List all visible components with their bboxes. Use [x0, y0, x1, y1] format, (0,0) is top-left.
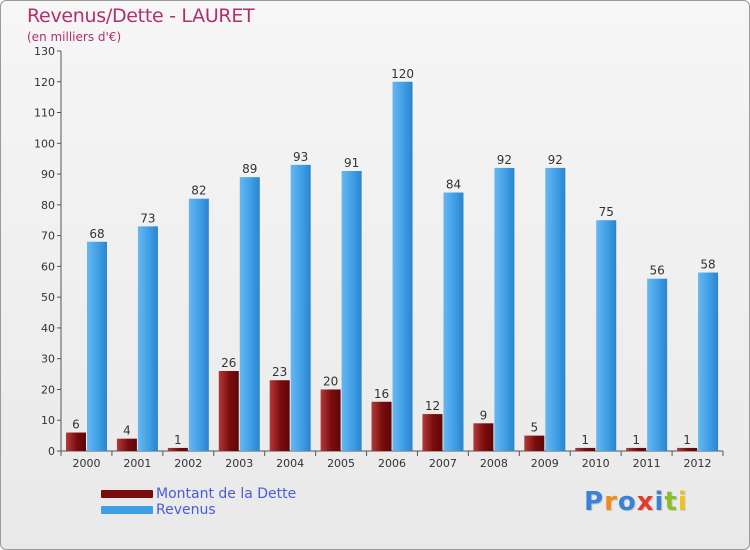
bar-revenus-value-label: 92	[548, 153, 563, 167]
bar-debt	[320, 389, 341, 451]
bar-revenus	[596, 220, 617, 451]
y-tick-label: 40	[41, 322, 55, 335]
bar-debt-value-label: 12	[425, 399, 440, 413]
bar-debt-value-label: 9	[480, 408, 488, 422]
bar-debt	[626, 447, 647, 451]
bar-debt	[269, 380, 290, 451]
bar-debt	[524, 435, 545, 451]
y-tick-label: 70	[41, 230, 55, 243]
bar-revenus-value-label: 120	[391, 67, 414, 81]
bar-revenus	[290, 164, 311, 451]
bar-debt-value-label: 20	[323, 374, 338, 388]
logo-letter: i	[677, 487, 688, 517]
bar-revenus	[137, 226, 158, 451]
chart-subtitle: (en milliers d'€)	[27, 30, 122, 44]
x-tick-label: 2002	[174, 457, 202, 470]
y-tick-label: 80	[41, 199, 55, 212]
logo-letter: P	[584, 487, 605, 517]
bar-debt-value-label: 1	[581, 433, 589, 447]
bar-revenus	[494, 167, 515, 451]
x-tick-label: 2005	[327, 457, 355, 470]
value-labels-group: 6 4 1 26 23 20 16 12 9 5 1 1 1 68 73 82 89 93 91 120 84 92 92 7…	[72, 67, 716, 447]
x-tick-label: 2004	[276, 457, 304, 470]
y-tick-label: 60	[41, 260, 55, 273]
x-tick-label: 2009	[531, 457, 559, 470]
bar-revenus	[341, 171, 362, 451]
bar-revenus-value-label: 68	[89, 227, 104, 241]
bar-debt	[473, 423, 494, 451]
y-tick-label: 90	[41, 168, 55, 181]
bar-debt-value-label: 16	[374, 387, 389, 401]
bar-revenus	[188, 198, 209, 451]
bar-revenus-value-label: 89	[242, 162, 257, 176]
chart-title: Revenus/Dette - LAURET	[27, 5, 255, 27]
legend-swatch-revenus	[101, 506, 153, 514]
logo-letter: t	[664, 487, 678, 517]
y-tick-label: 0	[48, 445, 55, 458]
x-tick-label: 2000	[72, 457, 100, 470]
y-tick-label: 50	[41, 291, 55, 304]
x-tick-label: 2012	[684, 457, 712, 470]
bar-revenus	[87, 241, 107, 451]
y-tick-label: 110	[34, 107, 55, 120]
bar-debt	[218, 371, 239, 451]
bars-group	[66, 81, 719, 452]
bar-revenus	[545, 167, 566, 451]
legend-label-revenus: Revenus	[156, 502, 216, 518]
bar-debt-value-label: 23	[272, 365, 287, 379]
bar-revenus-value-label: 92	[497, 153, 512, 167]
legend-label-debt: Montant de la Dette	[156, 486, 297, 502]
bar-revenus-value-label: 73	[140, 211, 155, 225]
x-tick-label: 2010	[582, 457, 610, 470]
legend-swatch-debt	[101, 490, 153, 498]
y-tick-label: 30	[41, 353, 55, 366]
bar-revenus-value-label: 56	[650, 264, 665, 278]
bar-debt-value-label: 1	[632, 433, 640, 447]
bar-debt-value-label: 6	[72, 418, 80, 432]
bar-debt	[116, 438, 137, 451]
bar-revenus-value-label: 75	[599, 205, 614, 219]
y-tick-label: 20	[41, 383, 55, 396]
x-tick-label: 2011	[633, 457, 661, 470]
x-tick-label: 2008	[480, 457, 508, 470]
y-tick-label: 120	[34, 76, 55, 89]
bar-debt-value-label: 1	[683, 433, 691, 447]
x-tick-label: 2001	[123, 457, 151, 470]
bar-debt	[167, 447, 188, 451]
bar-revenus	[239, 177, 260, 451]
bar-revenus-value-label: 82	[191, 184, 206, 198]
bar-revenus-value-label: 93	[293, 150, 308, 164]
logo-letter: r	[604, 487, 618, 517]
bar-revenus-value-label: 91	[344, 156, 359, 170]
y-tick-label: 100	[34, 137, 55, 150]
logo-letter: o	[617, 487, 637, 517]
bar-revenus-value-label: 84	[446, 178, 461, 192]
bar-debt	[371, 401, 392, 451]
bar-debt-value-label: 5	[530, 421, 538, 435]
logo-letter: i	[654, 487, 665, 517]
bar-revenus-value-label: 58	[700, 258, 715, 272]
x-tick-label: 2003	[225, 457, 253, 470]
x-tick-label: 2007	[429, 457, 457, 470]
bar-debt	[677, 447, 698, 451]
bar-revenus	[698, 272, 719, 451]
y-tick-label: 10	[41, 414, 55, 427]
logo-letter: x	[636, 487, 655, 517]
proxiti-logo: Proxiti	[584, 487, 688, 517]
bar-revenus	[392, 81, 413, 452]
bar-debt-value-label: 4	[123, 424, 131, 438]
bar-debt	[422, 414, 443, 451]
bar-revenus	[443, 192, 464, 452]
bar-revenus	[647, 278, 668, 451]
bar-debt	[66, 432, 86, 451]
bar-debt	[575, 447, 596, 451]
x-tick-label: 2006	[378, 457, 406, 470]
y-tick-label: 130	[34, 45, 55, 58]
bar-debt-value-label: 1	[174, 433, 182, 447]
bar-debt-value-label: 26	[221, 356, 236, 370]
